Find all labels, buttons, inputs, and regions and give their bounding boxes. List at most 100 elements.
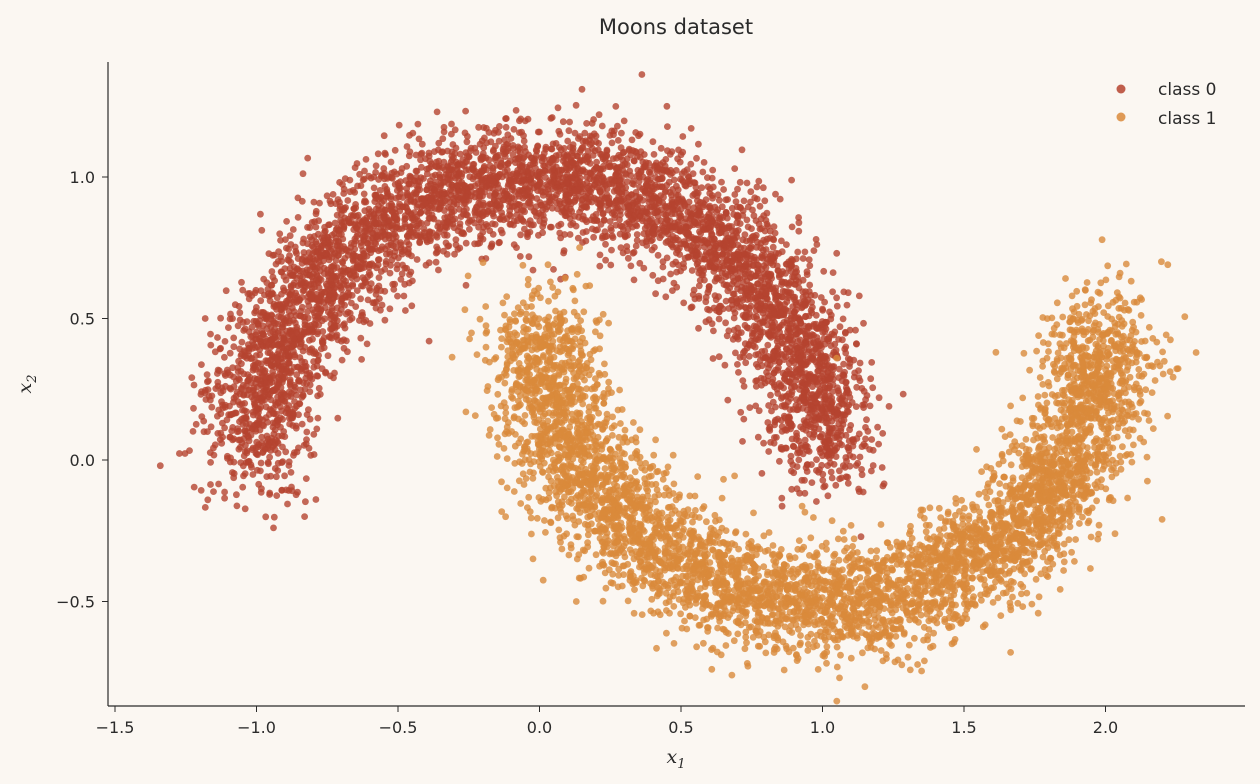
data-point	[835, 374, 843, 381]
data-point	[606, 132, 614, 139]
data-point	[374, 256, 382, 264]
series-class-0	[156, 71, 907, 541]
data-point	[730, 305, 737, 313]
data-point	[845, 401, 853, 409]
data-point	[724, 396, 732, 404]
data-point	[314, 314, 322, 322]
data-point	[569, 152, 577, 160]
data-point	[417, 156, 424, 164]
data-point	[386, 269, 394, 277]
data-point	[382, 260, 390, 268]
data-point	[513, 244, 520, 252]
data-point	[278, 395, 285, 403]
data-point	[599, 165, 607, 173]
data-point	[631, 211, 639, 219]
data-point	[646, 177, 654, 184]
data-point	[596, 251, 604, 259]
data-point	[764, 321, 771, 329]
data-point	[736, 178, 744, 186]
data-point	[352, 303, 360, 310]
data-point	[451, 215, 459, 223]
data-point	[367, 280, 375, 288]
data-point	[715, 196, 723, 204]
data-point	[774, 366, 781, 374]
data-point	[372, 162, 380, 170]
data-point	[740, 197, 748, 205]
data-point	[801, 248, 809, 256]
data-point	[603, 146, 611, 154]
data-point	[557, 146, 565, 154]
data-point	[818, 344, 825, 352]
data-point	[264, 441, 272, 449]
data-point	[695, 210, 702, 217]
data-point	[201, 315, 209, 322]
data-point	[801, 399, 809, 406]
data-point	[759, 184, 767, 192]
data-point	[691, 295, 699, 303]
data-point	[569, 159, 577, 166]
data-point	[690, 204, 698, 212]
data-point	[625, 203, 632, 211]
data-point	[513, 200, 521, 208]
data-point	[312, 223, 320, 231]
data-point	[620, 226, 627, 233]
data-point	[571, 171, 578, 178]
data-point	[266, 453, 273, 461]
data-point	[245, 434, 253, 441]
data-point	[360, 250, 368, 257]
data-point	[763, 220, 771, 228]
data-point	[825, 375, 833, 383]
data-point	[833, 302, 841, 310]
data-point	[392, 194, 400, 202]
data-point	[673, 249, 680, 257]
data-point	[307, 372, 314, 379]
data-point	[677, 212, 685, 220]
data-point	[839, 393, 847, 400]
data-point	[499, 212, 506, 220]
data-point	[734, 250, 742, 258]
data-point	[506, 211, 513, 219]
data-point	[502, 115, 509, 122]
data-point	[783, 298, 791, 306]
data-point	[350, 257, 357, 265]
data-point	[313, 425, 321, 433]
data-point	[548, 223, 555, 231]
data-point	[229, 424, 237, 431]
data-point	[466, 225, 473, 233]
data-point	[324, 352, 332, 360]
data-point	[693, 235, 701, 243]
data-point	[801, 443, 809, 451]
data-point	[238, 350, 246, 358]
data-point	[442, 239, 450, 247]
data-point	[221, 488, 229, 496]
data-point	[608, 227, 615, 234]
data-point	[332, 333, 340, 340]
data-point	[812, 236, 820, 243]
data-point	[420, 175, 427, 182]
data-point	[295, 377, 302, 385]
data-point	[274, 258, 282, 265]
data-point	[471, 193, 479, 201]
data-point	[846, 326, 854, 334]
data-point	[344, 197, 352, 204]
data-point	[801, 419, 809, 427]
data-point	[254, 375, 261, 383]
data-point	[751, 194, 759, 202]
data-point	[788, 176, 795, 184]
data-point	[314, 414, 322, 422]
data-point	[716, 239, 724, 247]
data-point	[611, 199, 619, 207]
data-point	[286, 270, 294, 277]
data-point	[723, 251, 731, 258]
data-point	[764, 341, 772, 349]
data-point	[855, 485, 862, 493]
data-point	[197, 487, 205, 494]
data-point	[221, 338, 229, 345]
data-point	[340, 336, 348, 344]
data-point	[407, 196, 415, 204]
data-point	[723, 210, 730, 218]
data-point	[832, 481, 840, 489]
data-point	[778, 423, 786, 430]
data-point	[651, 202, 658, 210]
data-point	[287, 382, 294, 390]
